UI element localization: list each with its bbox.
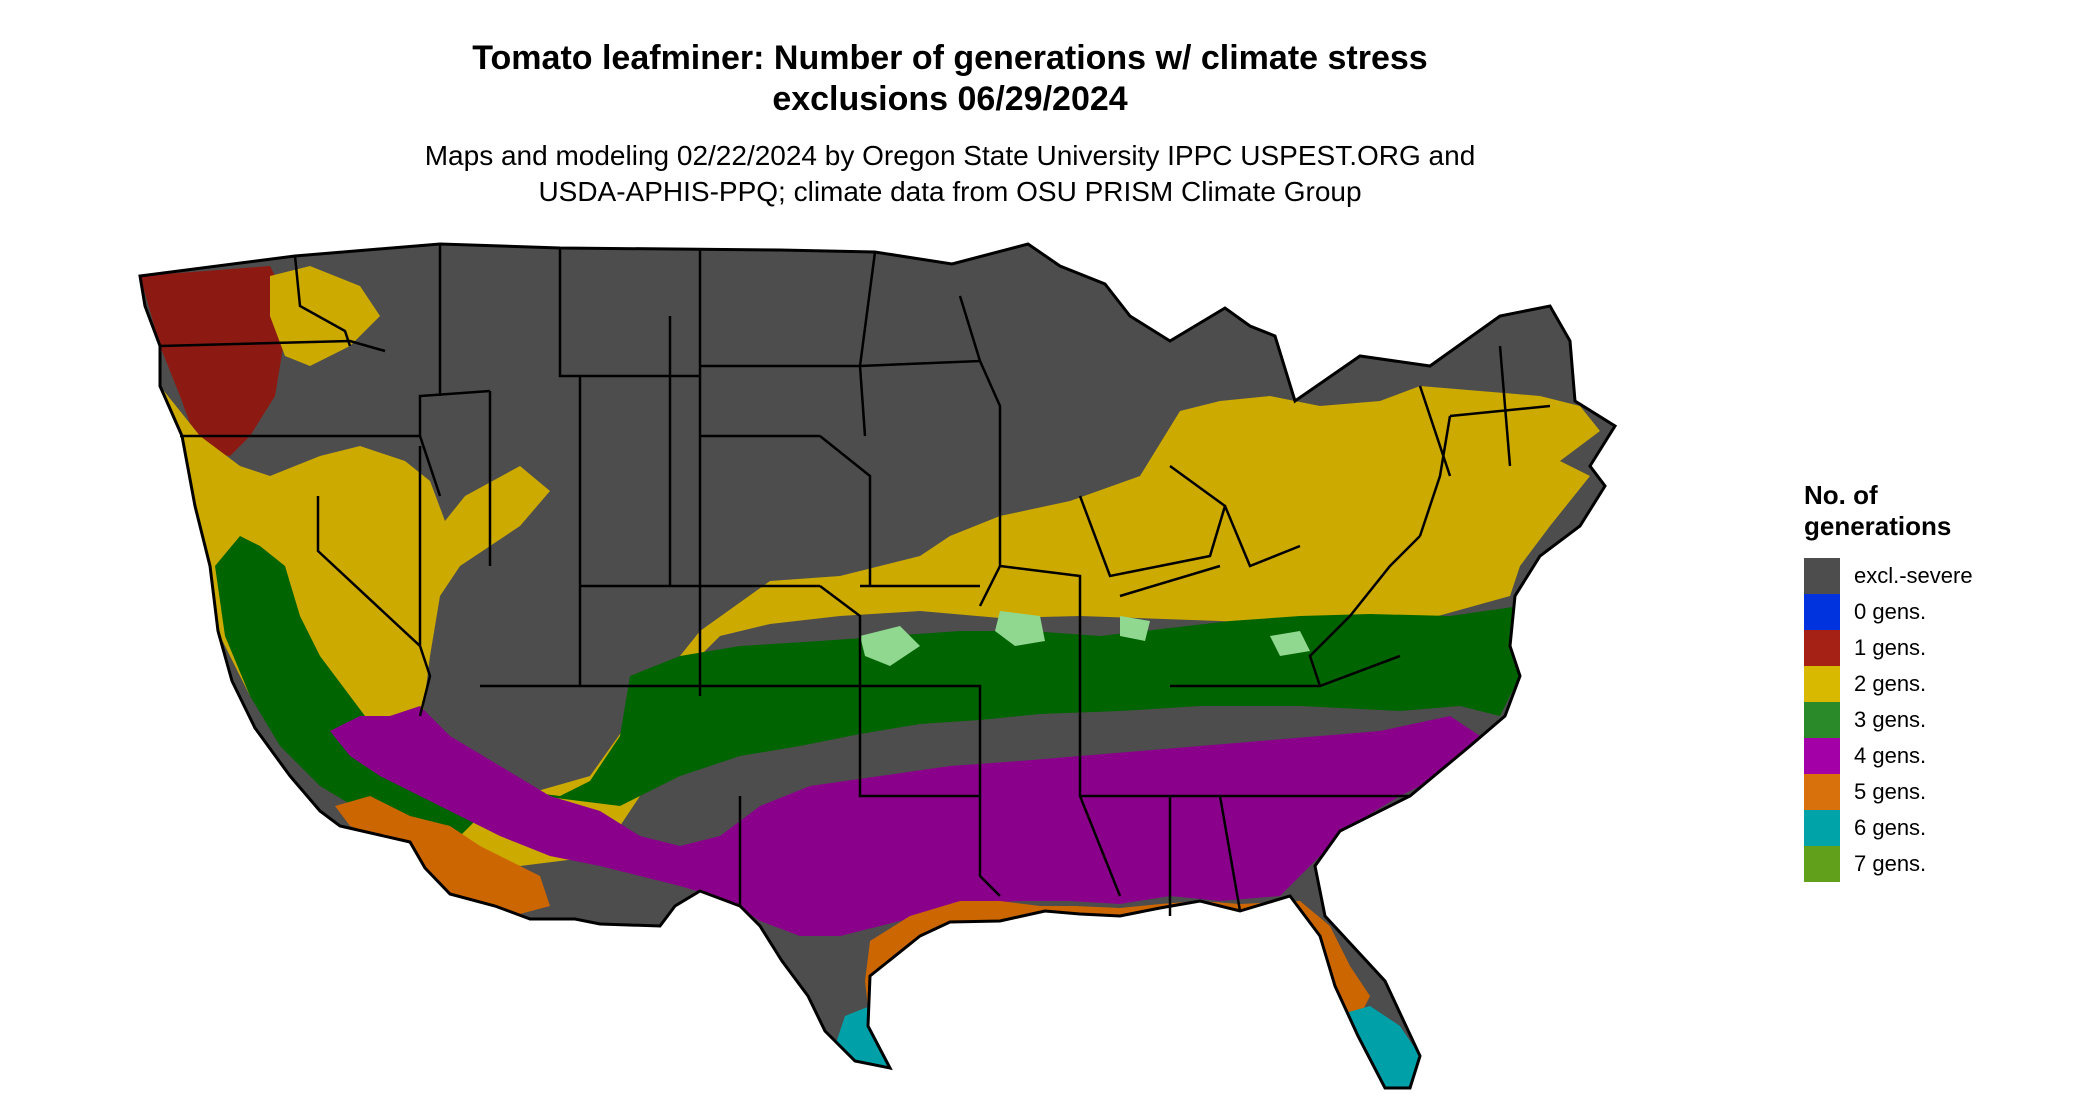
- legend-item: 5 gens.: [1804, 774, 2084, 810]
- map-title-line-1: Tomato leafminer: Number of generations …: [472, 39, 1428, 77]
- legend-items: excl.-severe 0 gens. 1 gens. 2 gens. 3 gens.…: [1804, 558, 2084, 882]
- map-subtitle-line-2: USDA-APHIS-PPQ; climate data from OSU PR…: [538, 176, 1362, 207]
- us-generations-map: [138, 242, 1618, 1090]
- legend-swatch: [1804, 810, 1840, 846]
- legend-swatch: [1804, 846, 1840, 882]
- legend-label: 0 gens.: [1854, 599, 1927, 624]
- state-borders: [138, 242, 1618, 1090]
- legend-item: 6 gens.: [1804, 810, 2084, 846]
- legend-item: 1 gens.: [1804, 630, 2084, 666]
- legend-swatch: [1804, 558, 1840, 594]
- legend-label: 2 gens.: [1854, 671, 1927, 696]
- legend-label: 4 gens.: [1854, 743, 1927, 768]
- zone-six-generations: [835, 1006, 1420, 1088]
- legend-swatch: [1804, 630, 1840, 666]
- legend-item: 4 gens.: [1804, 738, 2084, 774]
- legend-item: excl.-severe: [1804, 558, 2084, 594]
- legend-label: 3 gens.: [1854, 707, 1927, 732]
- legend-label: 5 gens.: [1854, 779, 1927, 804]
- legend-title-line-1: No. of: [1804, 480, 1878, 510]
- legend-label: 1 gens.: [1854, 635, 1927, 660]
- legend-item: 7 gens.: [1804, 846, 2084, 882]
- state-line-south: [738, 345, 1551, 916]
- legend-title-line-2: generations: [1804, 511, 1952, 541]
- legend-swatch: [1804, 594, 1840, 630]
- generation-zones: [140, 244, 1615, 1088]
- legend-label: excl.-severe: [1854, 563, 1973, 588]
- legend-item: 0 gens.: [1804, 594, 2084, 630]
- legend-item: 2 gens.: [1804, 666, 2084, 702]
- legend-label: 7 gens.: [1854, 851, 1927, 876]
- zone-seven-generations: [1350, 1081, 1385, 1088]
- legend-item: 3 gens.: [1804, 702, 2084, 738]
- map-subtitle-line-1: Maps and modeling 02/22/2024 by Oregon S…: [424, 140, 1476, 171]
- legend-label: 6 gens.: [1854, 815, 1927, 840]
- legend: No. of generations excl.-severe 0 gens. 1 …: [1804, 480, 2084, 882]
- us-outline: [138, 242, 1618, 1090]
- zone-four-generations: [330, 706, 1480, 936]
- map-title-line-2: exclusions 06/29/2024: [772, 80, 1128, 118]
- zone-one-generation: [140, 266, 290, 456]
- zone-two-generations: [160, 386, 1600, 866]
- state-line-central: [480, 248, 877, 706]
- legend-swatch: [1804, 666, 1840, 702]
- legend-swatch: [1804, 774, 1840, 810]
- legend-swatch: [1804, 738, 1840, 774]
- legend-swatch: [1804, 702, 1840, 738]
- state-line-midwest: [859, 295, 1301, 796]
